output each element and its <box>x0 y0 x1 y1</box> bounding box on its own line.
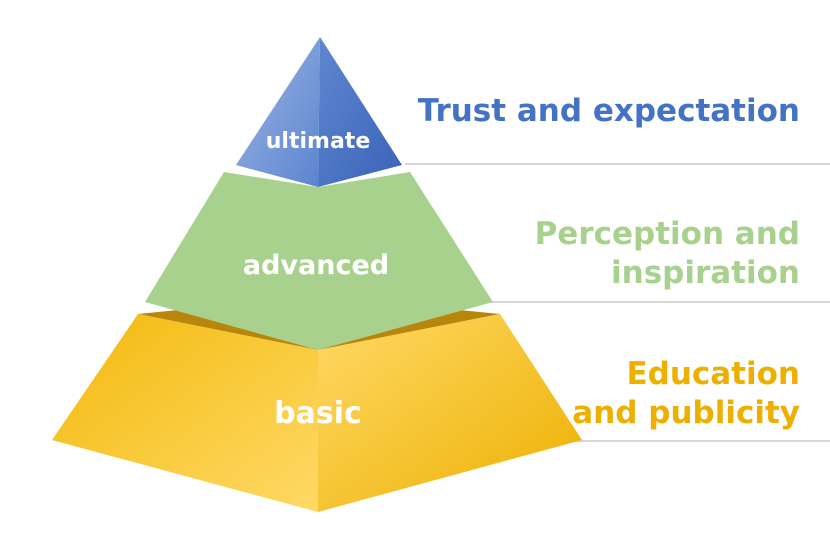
description-advanced: Perception and inspiration <box>535 216 800 291</box>
tier-advanced: advanced <box>145 172 493 350</box>
basic-right-face <box>318 314 582 512</box>
description-advanced-line-2: inspiration <box>611 255 800 291</box>
description-advanced-line-1: Perception and <box>535 216 800 252</box>
description-ultimate: Trust and expectation <box>418 93 800 129</box>
ultimate-right-face <box>318 37 402 187</box>
advanced-face <box>145 172 493 350</box>
ultimate-left-face <box>236 37 320 187</box>
description-ultimate-line-1: Trust and expectation <box>418 93 800 129</box>
tier-label-ultimate: ultimate <box>266 129 370 154</box>
tier-ultimate: ultimate <box>236 37 402 187</box>
basic-left-face <box>52 314 318 512</box>
tier-label-basic: basic <box>274 396 362 431</box>
tier-label-advanced: advanced <box>243 250 389 281</box>
description-basic-line-2: and publicity <box>572 395 800 431</box>
description-basic: Education and publicity <box>572 356 800 431</box>
description-basic-line-1: Education <box>626 356 800 392</box>
